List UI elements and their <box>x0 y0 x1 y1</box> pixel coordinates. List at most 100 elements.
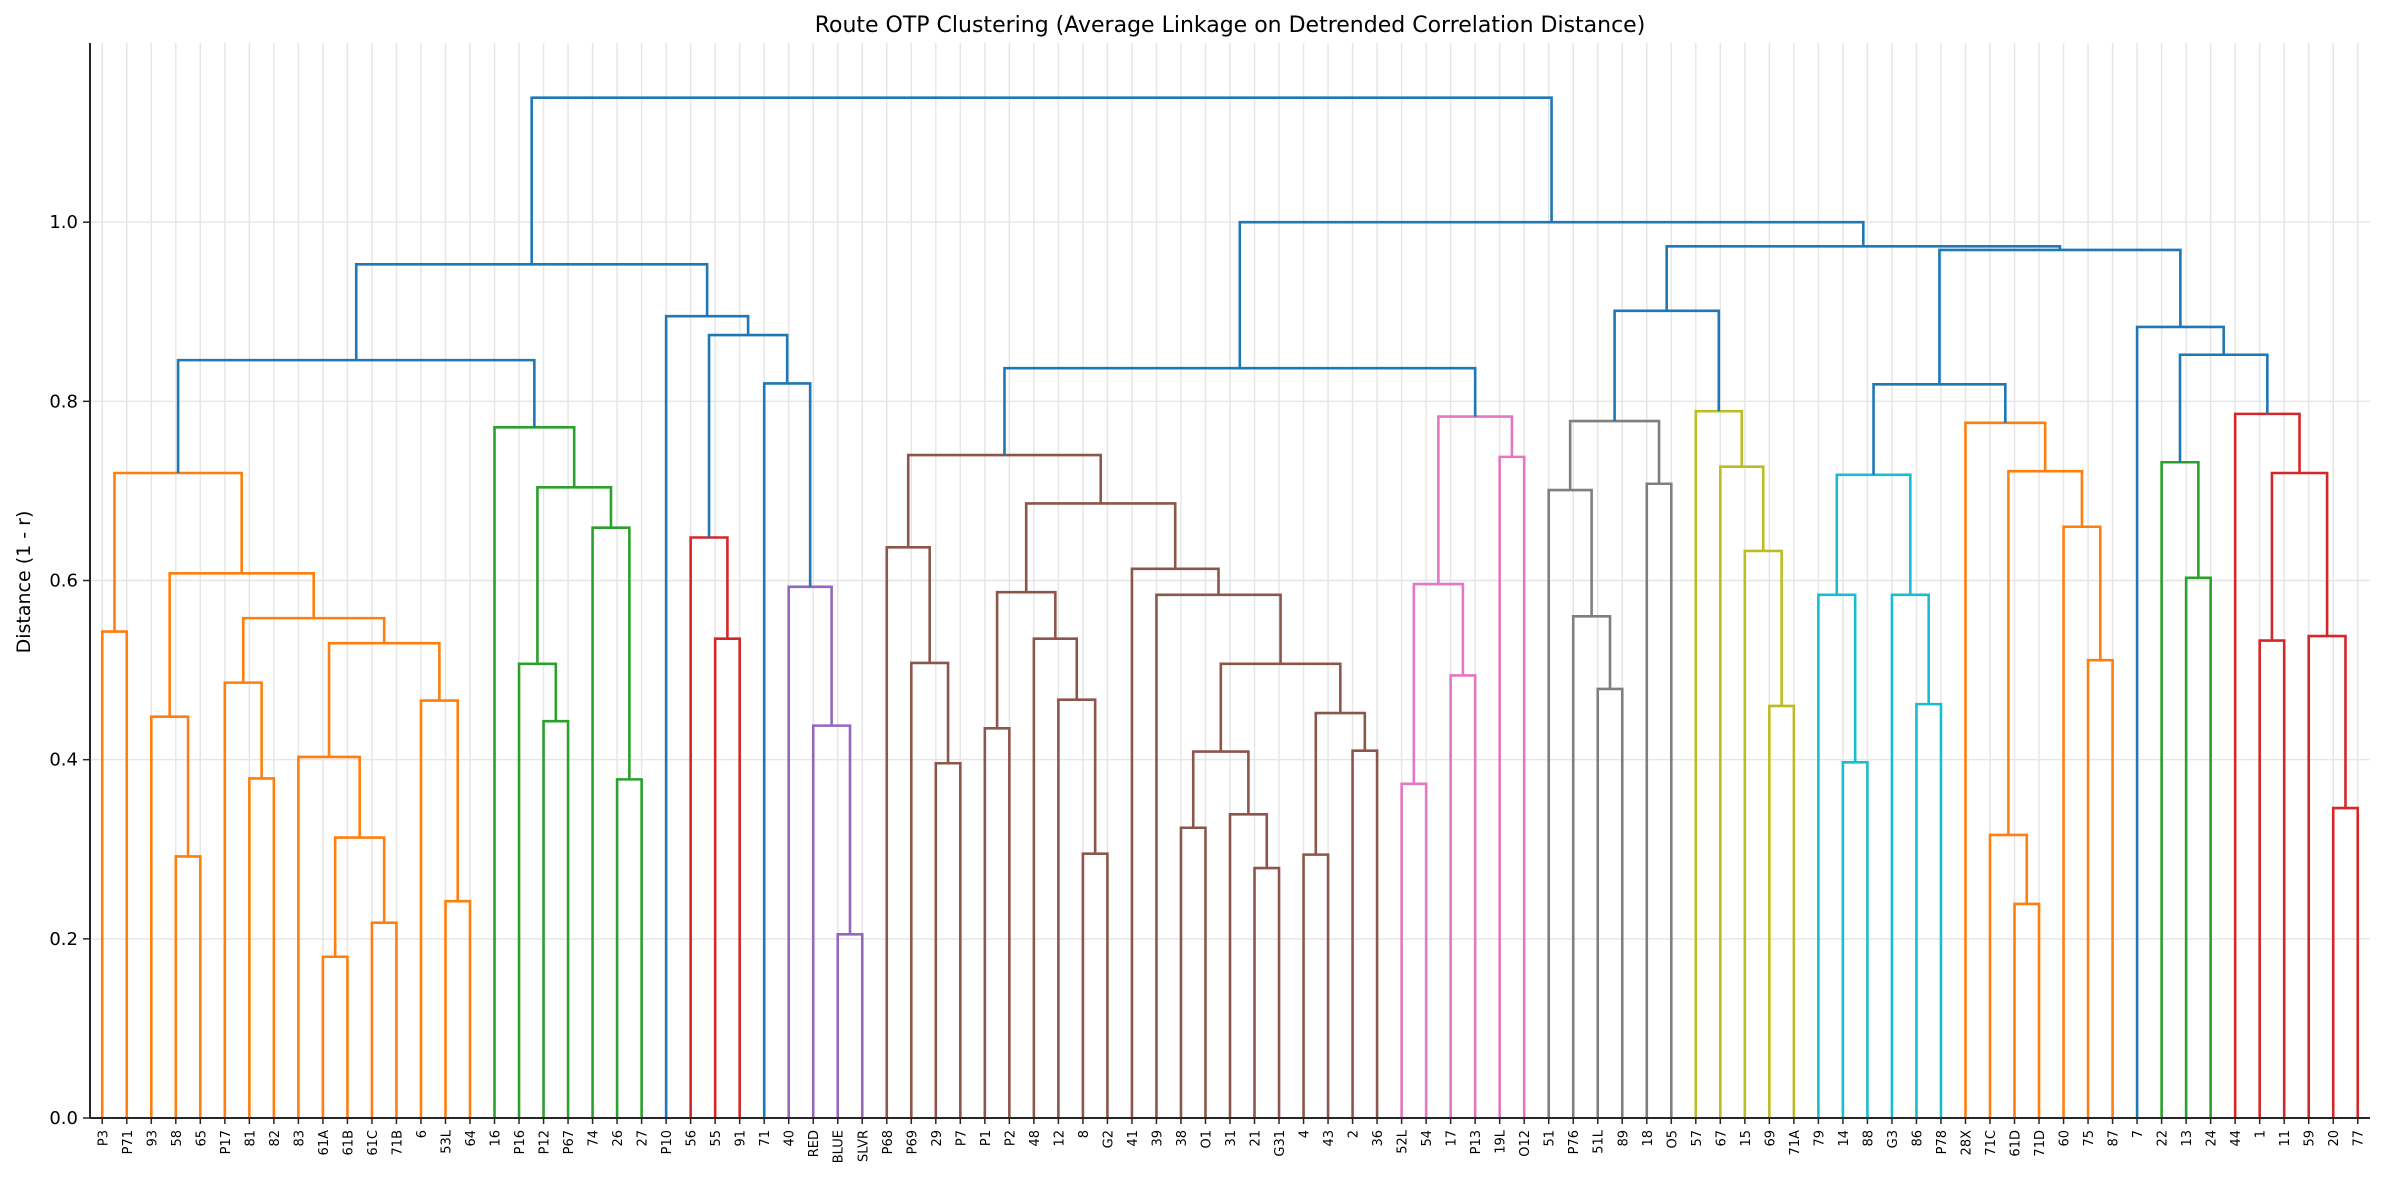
dendrogram-link <box>1665 245 2062 311</box>
y-tick-label: 1.0 <box>49 212 78 233</box>
leaf-label: 89 <box>1616 1130 1631 1147</box>
leaf-label: 64 <box>464 1130 479 1147</box>
leaf-label: P2 <box>1003 1130 1018 1146</box>
y-tick-label: 0.0 <box>49 1108 78 1129</box>
leaf-label: 26 <box>611 1130 626 1147</box>
leaf-label: 81 <box>243 1130 258 1147</box>
leaf-label: 75 <box>2082 1130 2097 1147</box>
leaf-label: 18 <box>1641 1130 1656 1147</box>
dendrogram-link <box>1890 593 1931 1118</box>
leaf-label: P7 <box>954 1130 969 1146</box>
leaf-label: 51 <box>1543 1130 1558 1147</box>
dendrogram-link <box>1024 502 1177 593</box>
leaf-label: P17 <box>219 1130 234 1154</box>
dendrogram-link <box>906 453 1103 548</box>
leaf-label: 16 <box>489 1130 504 1147</box>
y-tick-labels: 0.0 0.2 0.4 0.6 0.8 1.0 <box>49 212 90 1129</box>
dendrogram-link <box>1768 704 1796 1118</box>
dendrogram-link <box>419 699 460 1118</box>
dendrogram-link <box>176 358 536 473</box>
dendrogram-link <box>1351 749 1379 1118</box>
dendrogram-link <box>149 715 190 1118</box>
leaf-label: 7 <box>2131 1130 2146 1138</box>
dendrogram-link <box>2013 902 2041 1118</box>
dendrogram-link <box>1155 593 1282 1118</box>
dendrogram-link <box>1498 455 1526 1118</box>
y-tick-label: 0.2 <box>49 929 78 950</box>
leaf-label: 13 <box>2180 1130 2195 1147</box>
dendrogram-link <box>2307 634 2347 1118</box>
dendrogram-link <box>1400 782 1428 1118</box>
dendrogram-link <box>1841 761 1869 1118</box>
dendrogram-link <box>1645 482 1673 1118</box>
dendrogram-link <box>664 314 750 1118</box>
leaf-label: 59 <box>2303 1130 2318 1147</box>
leaf-label: 27 <box>636 1130 651 1147</box>
leaf-label: 61B <box>341 1130 356 1155</box>
dendrogram-link <box>707 333 789 538</box>
leaf-label: 11 <box>2278 1130 2293 1147</box>
dendrogram-link <box>354 262 709 361</box>
dendrogram-link <box>762 382 812 1118</box>
leaf-label: P3 <box>96 1130 111 1146</box>
dendrogram-link <box>2160 460 2200 1118</box>
leaf-label: BLUE <box>832 1130 847 1163</box>
dendrogram-link <box>1302 853 1330 1118</box>
dendrogram-link <box>2233 412 2301 1118</box>
leaf-label: 71B <box>390 1130 405 1155</box>
dendrogram-link <box>493 426 576 1118</box>
leaf-label: 61A <box>317 1130 332 1156</box>
dendrogram-link <box>909 661 950 1118</box>
dendrogram-link <box>248 777 276 1118</box>
leaf-label: 44 <box>2229 1130 2244 1147</box>
leaf-label: 14 <box>1837 1130 1852 1147</box>
leaf-label: 67 <box>1714 1130 1729 1147</box>
dendrogram-link <box>591 526 631 1118</box>
leaf-label: 20 <box>2327 1130 2342 1147</box>
leaf-label: G2 <box>1101 1130 1116 1148</box>
leaf-label: 91 <box>734 1130 749 1147</box>
leaf-label: 31 <box>1224 1130 1239 1147</box>
dendrogram-link <box>168 572 316 717</box>
leaf-label: RED <box>807 1130 822 1157</box>
leaf-label: 12 <box>1052 1130 1067 1147</box>
leaf-label: 88 <box>1861 1130 1876 1147</box>
dendrogram-links <box>100 96 2360 1118</box>
dendrogram-link <box>1694 409 1744 1118</box>
dendrogram-link <box>1988 833 2029 1118</box>
leaf-label: 8 <box>1077 1130 1092 1138</box>
dendrogram-link <box>1253 866 1281 1118</box>
dendrogram-link <box>1219 662 1342 752</box>
dendrogram-link <box>1228 813 1269 1118</box>
dendrogram-link <box>2178 353 2269 463</box>
dendrogram-link <box>2086 658 2114 1118</box>
dendrogram-link <box>1613 309 1721 422</box>
leaf-label: O12 <box>1518 1130 1533 1157</box>
dendrogram-link <box>787 585 833 1118</box>
y-tick-label: 0.8 <box>49 391 78 412</box>
leaf-label: P68 <box>881 1130 896 1154</box>
dendrogram-link <box>836 933 864 1118</box>
leaf-label: 87 <box>2107 1130 2122 1147</box>
leaf-label: 53L <box>439 1129 454 1154</box>
leaf-label: 28X <box>1959 1130 1974 1156</box>
dendrogram-link <box>1817 593 1857 1118</box>
leaf-label: G31 <box>1273 1130 1288 1157</box>
dendrogram-link <box>174 855 202 1118</box>
leaf-label: 74 <box>587 1130 602 1147</box>
leaf-label: P78 <box>1935 1130 1950 1154</box>
leaf-label: G3 <box>1886 1130 1901 1148</box>
dendrogram-link <box>1032 637 1079 1118</box>
leaf-label: 41 <box>1126 1130 1141 1147</box>
dendrogram-link <box>542 719 570 1118</box>
leaf-label: 86 <box>1910 1130 1925 1147</box>
dendrogram-link <box>370 921 398 1118</box>
leaf-label: P13 <box>1469 1130 1484 1154</box>
dendrogram-link <box>885 546 931 1118</box>
dendrogram-link <box>241 616 386 683</box>
dendrogram-link <box>1179 826 1207 1118</box>
dendrogram-link <box>297 755 361 1118</box>
dendrogram-link <box>517 662 558 1118</box>
dendrogram-link <box>1238 220 1865 369</box>
dendrogram-link <box>2184 576 2212 1118</box>
